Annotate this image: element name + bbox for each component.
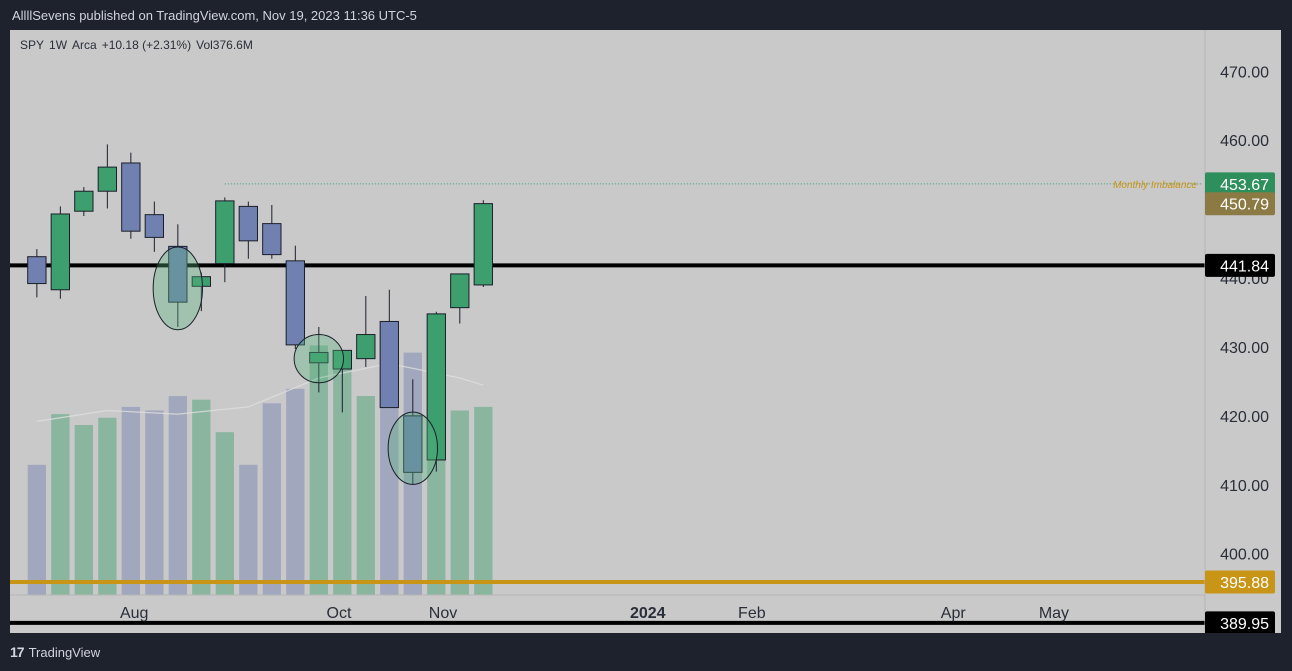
imbalance-label: Monthly Imbalance [1113, 180, 1197, 191]
price-axis-label-box [1205, 192, 1275, 216]
price-axis-label-box [1205, 172, 1275, 196]
price-axis-label: 453.67 [1220, 177, 1269, 194]
x-tick-label: Feb [738, 605, 766, 622]
x-tick-label: Nov [429, 605, 457, 622]
symbol-legend: SPY 1W Arca +10.18 (+2.31%) Vol376.6M [20, 38, 258, 52]
candle-body [144, 214, 165, 238]
volume-ma-line [36, 362, 484, 422]
volume-bar [262, 403, 281, 595]
candle-body [121, 162, 141, 232]
publish-header-text: AllllSevens published on TradingView.com… [12, 8, 417, 23]
x-tick-label: Apr [941, 605, 967, 622]
y-tick-label: 410.00 [1220, 478, 1269, 495]
price-axis-label-box [1205, 611, 1275, 633]
volume-bar [333, 367, 352, 595]
candle-body [168, 245, 188, 303]
volume-bar [380, 349, 399, 595]
candle-body [27, 256, 47, 285]
y-tick-label: 400.00 [1220, 547, 1269, 564]
candle-body [450, 273, 470, 309]
price-axis-label: 389.95 [1220, 616, 1269, 633]
candle-body [74, 190, 94, 212]
volume-bar [98, 417, 117, 595]
candle-body [309, 351, 329, 364]
volume-bar [145, 410, 164, 595]
x-tick-label: Aug [120, 605, 148, 622]
footer-brand[interactable]: TradingView [28, 644, 101, 660]
volume-bar [356, 396, 375, 595]
chart-panel[interactable]: Monthly Imbalance 400.00 410.00 420.00 430.0… [10, 30, 1281, 633]
y-tick-label: 430.00 [1220, 340, 1269, 357]
legend-change: +10.18 (+2.31%) [101, 38, 192, 52]
candle-body [403, 415, 423, 473]
x-tick-label: Oct [327, 605, 352, 622]
volume-bar [121, 406, 141, 595]
volume-bar [309, 345, 328, 595]
candle-body [356, 334, 376, 360]
volume-bar [474, 406, 493, 595]
legend-exchange: Arca [72, 38, 97, 52]
candle-body [473, 203, 493, 286]
candle-body [262, 223, 282, 256]
y-tick-label: 460.00 [1220, 133, 1269, 150]
candle-body [238, 205, 258, 242]
candlestick-chart[interactable]: Monthly Imbalance 400.00 410.00 420.00 430.0… [10, 30, 1281, 633]
candle-body [50, 213, 71, 291]
volume-bar [192, 399, 211, 595]
publish-header: AllllSevens published on TradingView.com… [0, 0, 1292, 30]
candle-body [97, 166, 118, 192]
volume-bar [215, 432, 234, 595]
highlight-ellipse [152, 246, 204, 331]
volume-bar [450, 410, 469, 595]
y-tick-label: 470.00 [1220, 64, 1269, 81]
price-axis-label-box [1205, 570, 1275, 594]
tradingview-logo-icon[interactable]: 17 [10, 644, 25, 660]
x-tick-label: May [1039, 605, 1069, 622]
price-axis-label-box [1205, 253, 1275, 277]
footer: 17 TradingView [10, 642, 100, 662]
price-axis-label: 395.88 [1220, 575, 1269, 592]
highlight-ellipse [387, 411, 438, 485]
legend-volume: Vol376.6M [196, 38, 253, 52]
volume-bar [27, 464, 47, 595]
y-tick-label: 420.00 [1220, 409, 1269, 426]
legend-symbol[interactable]: SPY [20, 38, 45, 52]
volume-bar [168, 396, 188, 595]
candle-body [285, 260, 305, 346]
x-tick-label: 2024 [630, 605, 666, 622]
volume-bar [239, 464, 258, 595]
volume-bar [74, 424, 94, 595]
candle-body [379, 320, 399, 409]
price-axis-label: 450.79 [1220, 197, 1269, 214]
volume-bar [51, 414, 70, 595]
candle-body [215, 200, 235, 265]
legend-interval: 1W [49, 38, 68, 52]
price-axis-label: 441.84 [1220, 258, 1269, 275]
highlight-ellipse [293, 334, 344, 384]
volume-bar [286, 388, 305, 595]
